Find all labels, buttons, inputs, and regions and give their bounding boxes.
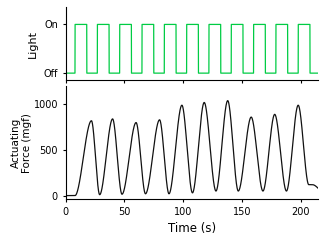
Y-axis label: Light: Light xyxy=(28,30,38,58)
X-axis label: Time (s): Time (s) xyxy=(168,222,216,235)
Y-axis label: Actuating
Force (mgf): Actuating Force (mgf) xyxy=(10,113,32,173)
